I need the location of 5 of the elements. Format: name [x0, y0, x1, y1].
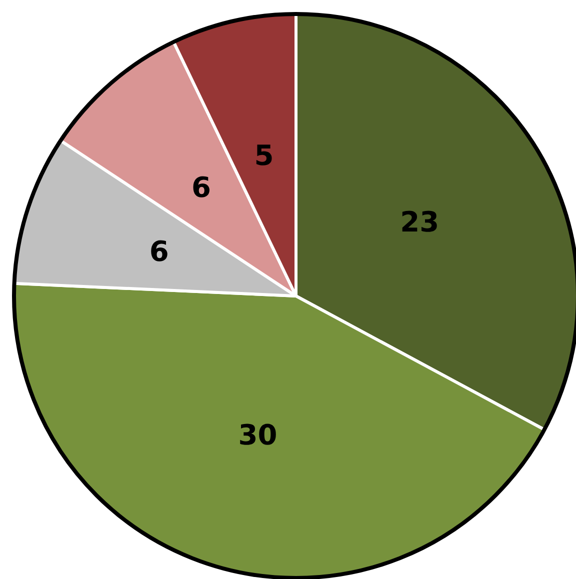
data-label: 6: [192, 171, 211, 204]
data-label: 5: [254, 139, 274, 172]
data-label: 6: [149, 235, 169, 268]
data-label: 23: [400, 206, 440, 239]
data-label: 30: [238, 418, 278, 452]
